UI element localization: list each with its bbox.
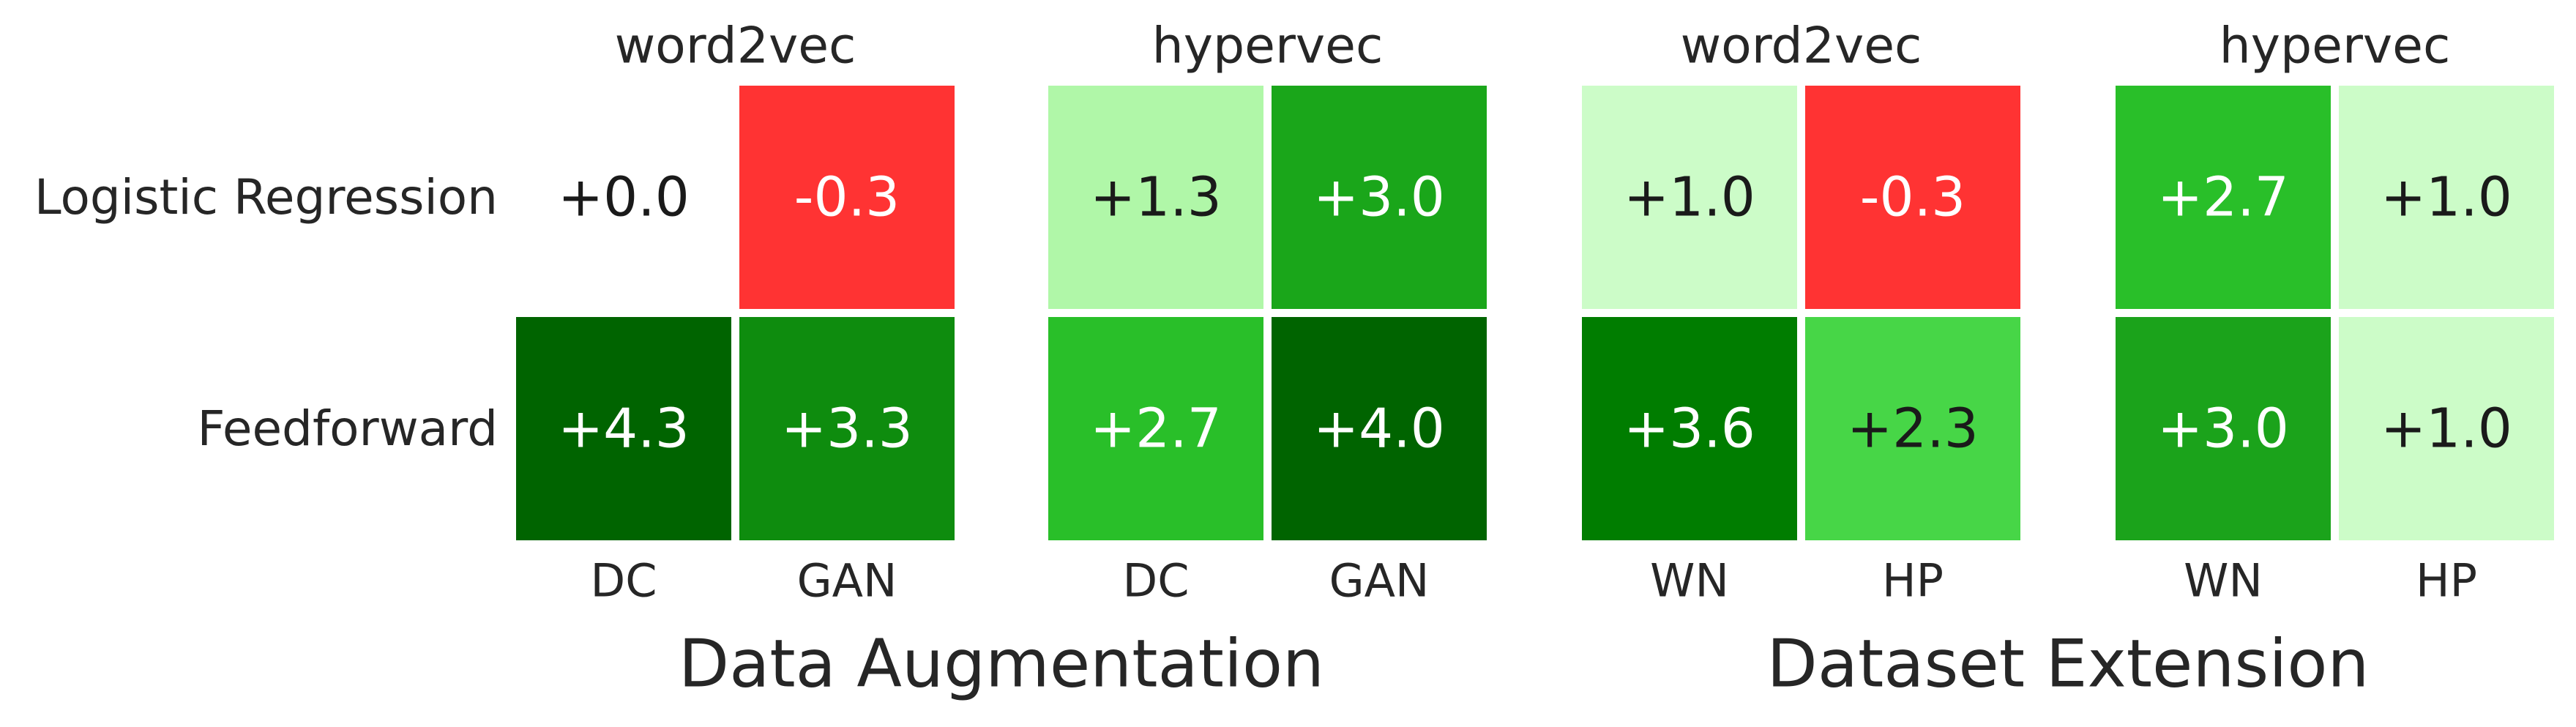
- cell-label: +3.6: [1624, 398, 1755, 461]
- x-tick-label: WN: [1650, 554, 1729, 608]
- cell-label: +3.0: [2157, 398, 2289, 461]
- cell-label: +1.0: [2381, 398, 2512, 461]
- cell-label: +4.3: [558, 398, 690, 461]
- chart-title: hypervec: [1152, 18, 1384, 75]
- x-tick-label: HP: [1882, 554, 1944, 608]
- heatmap-cell: [2116, 86, 2331, 309]
- heatmap-cell: [1805, 86, 2020, 309]
- cell-label: +2.3: [1847, 398, 1979, 461]
- x-tick-label: DC: [590, 554, 657, 608]
- heatmap-cell: [1805, 317, 2020, 540]
- x-tick-label: WN: [2184, 554, 2263, 608]
- heatmap-cell: [2339, 86, 2554, 309]
- group-title: Data Augmentation: [679, 626, 1324, 703]
- heatmap-cell: [1272, 317, 1487, 540]
- chart-title: word2vec: [1681, 18, 1922, 75]
- cell-label: +1.0: [1624, 166, 1755, 229]
- heatmap-cell: [739, 86, 955, 309]
- heatmap-cell: [2116, 317, 2331, 540]
- heatmap-cell: [739, 317, 955, 540]
- x-tick-label: GAN: [1329, 554, 1430, 608]
- chart-title: hypervec: [2220, 18, 2451, 75]
- chart-title: word2vec: [615, 18, 856, 75]
- cell-label: +3.0: [1313, 166, 1445, 229]
- cell-label: +1.0: [2381, 166, 2512, 229]
- heatmap-cell: [1272, 86, 1487, 309]
- group-title: Dataset Extension: [1767, 626, 2370, 703]
- heatmap-cell: [2339, 317, 2554, 540]
- cell-label: +2.7: [2157, 166, 2289, 229]
- x-tick-label: DC: [1122, 554, 1189, 608]
- cell-label: +0.0: [558, 166, 690, 229]
- cell-label: +3.3: [781, 398, 913, 461]
- cell-label: -0.3: [794, 166, 900, 229]
- heatmap-cell: [1048, 317, 1263, 540]
- heatmap-cell: [1048, 86, 1263, 309]
- cell-label: +1.3: [1090, 166, 1222, 229]
- row-label: Logistic Regression: [34, 169, 498, 225]
- heatmap-cell: [1582, 317, 1797, 540]
- x-tick-label: HP: [2416, 554, 2477, 608]
- heatmap-cell: [516, 317, 731, 540]
- row-label: Feedforward: [197, 400, 498, 457]
- cell-label: -0.3: [1860, 166, 1965, 229]
- heatmap-cell: [516, 86, 731, 309]
- heatmap-cell: [1582, 86, 1797, 309]
- cell-label: +4.0: [1313, 398, 1445, 461]
- cell-label: +2.7: [1090, 398, 1222, 461]
- x-tick-label: GAN: [797, 554, 897, 608]
